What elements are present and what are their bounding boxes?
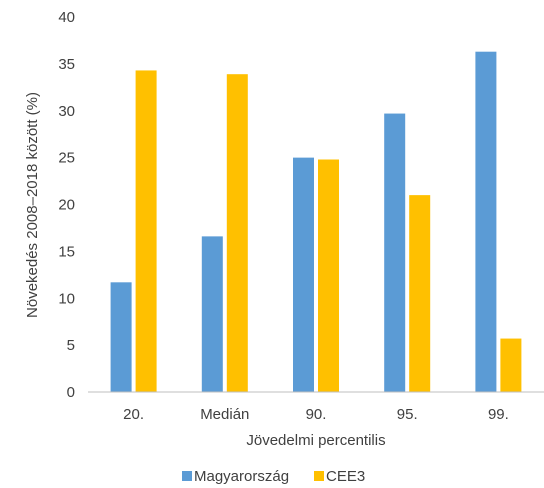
y-tick-label: 10 [58, 290, 75, 307]
bars [110, 51, 522, 392]
bar-cee3 [500, 338, 522, 392]
y-tick-label: 20 [58, 197, 75, 214]
legend-swatch [314, 471, 324, 481]
x-tick-label: 90. [306, 406, 327, 423]
legend-label: CEE3 [326, 468, 365, 485]
x-tick-label: 99. [488, 406, 509, 423]
x-tick-label: Medián [200, 406, 249, 423]
y-tick-label: 0 [67, 384, 75, 401]
bar-cee3 [318, 159, 339, 392]
x-axis-ticks: 20. Medián 90. 95. 99. [123, 406, 509, 423]
y-tick-label: 30 [58, 103, 75, 120]
x-axis-title: Jövedelmi percentilis [246, 432, 385, 449]
y-tick-label: 15 [58, 243, 75, 260]
bar-magyarorszag [384, 113, 406, 392]
bar-cee3 [409, 195, 431, 392]
x-tick-label: 95. [397, 406, 418, 423]
y-tick-label: 25 [58, 150, 75, 167]
bar-cee3 [135, 70, 157, 392]
x-tick-label: 20. [123, 406, 144, 423]
legend-item: Magyarország [182, 468, 289, 485]
legend-item: CEE3 [314, 468, 365, 485]
y-axis-title: Növekedés 2008–2018 között (%) [24, 92, 41, 318]
y-tick-label: 35 [58, 56, 75, 73]
bar-magyarorszag [110, 282, 132, 392]
y-axis-ticks: 0 5 10 15 20 25 30 35 40 [58, 9, 75, 401]
legend-swatch [182, 471, 192, 481]
bar-magyarorszag [201, 236, 223, 392]
bar-magyarorszag [293, 157, 314, 392]
bar-magyarorszag [475, 51, 497, 392]
legend-label: Magyarország [194, 468, 289, 485]
bar-cee3 [226, 74, 248, 392]
legend: Magyarország CEE3 [182, 468, 365, 485]
y-tick-label: 40 [58, 9, 75, 26]
y-tick-label: 5 [67, 337, 75, 354]
